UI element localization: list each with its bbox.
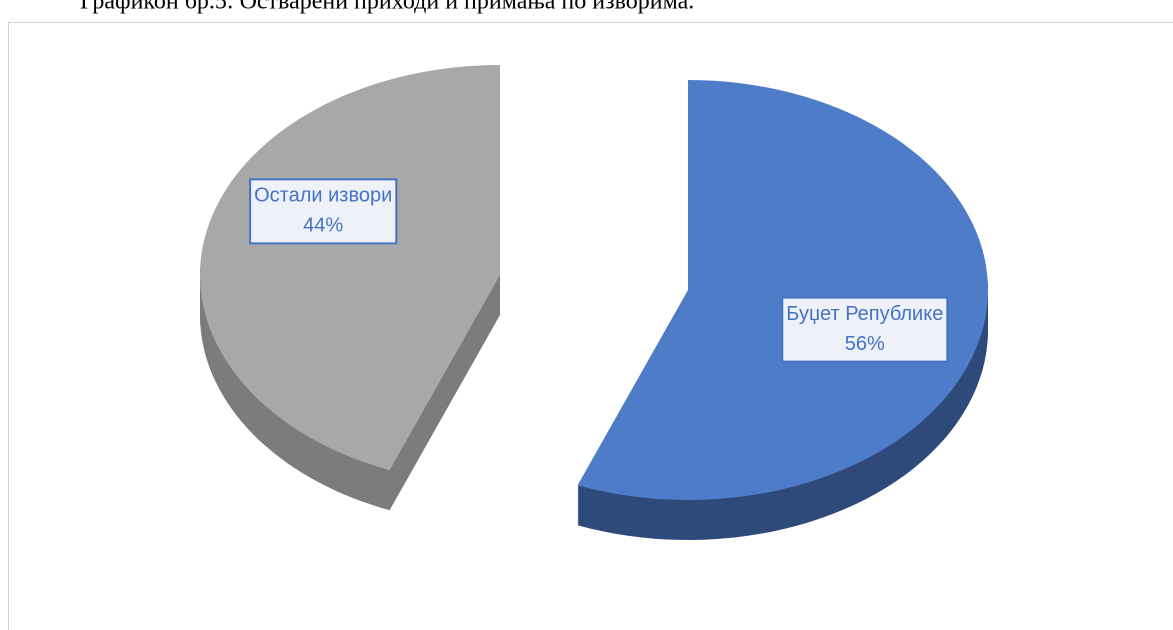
data-label-box [249, 178, 398, 245]
chart-title: Графикон бр.5: Остварени приходи и прима… [80, 0, 694, 15]
data-label: Буџет Републике 56% [781, 296, 949, 363]
data-label: Остали извори 44% [249, 178, 398, 245]
data-label-value: 56% [845, 333, 885, 355]
slice [577, 80, 988, 500]
data-label-name: Остали извори [254, 185, 392, 207]
chart-frame [8, 22, 1173, 630]
data-label-box [781, 296, 949, 363]
data-label-name: Буџет Републике [786, 303, 943, 325]
data-label-value: 44% [303, 215, 343, 237]
slice [200, 65, 500, 471]
